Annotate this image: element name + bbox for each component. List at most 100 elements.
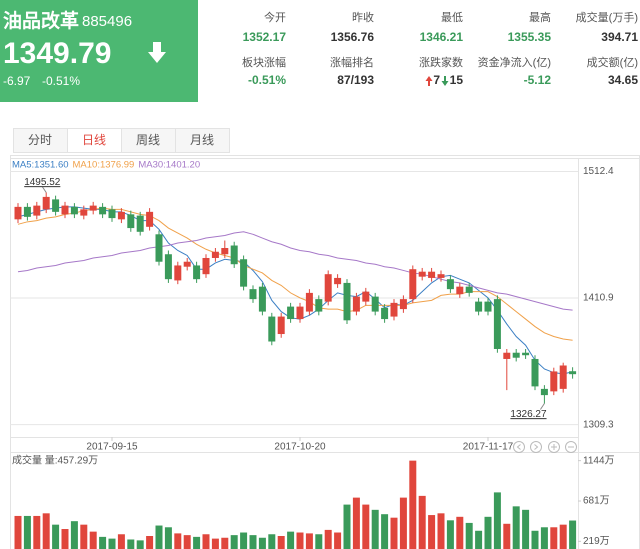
- candle-body: [446, 279, 454, 290]
- low-marker: [539, 403, 545, 410]
- stock-name: 油品改革: [3, 9, 79, 32]
- volume-tick-label: 681万: [583, 496, 610, 507]
- zoom-in[interactable]: [548, 441, 560, 453]
- volume-bar: [174, 533, 182, 549]
- tab-label[interactable]: 分时: [28, 133, 52, 147]
- candle-body: [258, 286, 266, 312]
- volume-bar: [221, 537, 229, 549]
- stat-label: 涨幅排名: [330, 55, 374, 69]
- stat-label: 成交额(亿): [587, 55, 638, 69]
- volume-bar: [70, 521, 78, 549]
- zoom-out[interactable]: [565, 441, 577, 453]
- candle-body: [352, 296, 360, 312]
- candle-body: [52, 199, 60, 212]
- volume-bar: [249, 535, 257, 549]
- stat-value: 394.71: [601, 30, 638, 44]
- candle-body: [437, 274, 445, 278]
- volume-bar: [362, 504, 370, 549]
- candle-body: [80, 209, 88, 216]
- candle-body: [512, 352, 520, 358]
- ma-line: [17, 231, 573, 311]
- candle-body: [503, 352, 511, 359]
- ma-line: [17, 207, 573, 341]
- stat-label: 今开: [264, 10, 286, 24]
- volume-bar: [108, 538, 116, 549]
- candle-body: [211, 251, 219, 258]
- stat-value: -5.12: [524, 73, 552, 87]
- price: 1349.79: [3, 37, 111, 70]
- volume-bar: [193, 536, 201, 549]
- zoom-right[interactable]: [530, 441, 542, 453]
- volume-bar: [437, 513, 445, 549]
- candle-body: [42, 196, 50, 210]
- volume-bar: [428, 515, 436, 549]
- x-tick-label: 2017-09-15: [86, 442, 138, 453]
- volume-bar: [315, 534, 323, 549]
- tab[interactable]: [67, 128, 122, 153]
- candle-body: [399, 299, 407, 310]
- candle-body: [371, 296, 379, 312]
- volume-bar: [146, 536, 154, 549]
- stat-label: 涨跌家数: [419, 55, 463, 69]
- volume-bar: [324, 529, 332, 549]
- candle-body: [287, 306, 295, 320]
- volume-bar: [334, 532, 342, 549]
- candle-body: [23, 206, 31, 217]
- volume-bar: [80, 524, 88, 549]
- zoom-controls[interactable]: [513, 441, 577, 453]
- volume-bar: [89, 531, 97, 549]
- candle-body: [381, 307, 389, 320]
- candle-body: [99, 206, 107, 215]
- tab[interactable]: [13, 128, 68, 153]
- stat-value: 1355.35: [508, 30, 552, 44]
- candle-body: [183, 261, 191, 267]
- stat-label: 昨收: [352, 10, 374, 24]
- zoom-left[interactable]: [513, 441, 525, 453]
- volume-bar: [183, 535, 191, 549]
- volume-bar: [99, 536, 107, 549]
- volume-bar: [352, 497, 360, 549]
- candle-body: [475, 301, 483, 312]
- y-tick-label: 1410.9: [583, 293, 614, 304]
- volume-tick-label: 219万: [583, 536, 610, 547]
- volume-bar: [155, 525, 163, 549]
- tab-label[interactable]: 周线: [136, 133, 160, 147]
- candle-body: [409, 269, 417, 300]
- candle-body: [343, 282, 351, 321]
- volume-bar: [33, 515, 41, 549]
- volume-bar: [14, 515, 22, 549]
- x-tick-label: 2017-10-20: [274, 442, 326, 453]
- stat-value: -0.51%: [248, 73, 286, 87]
- volume-bar: [23, 515, 31, 549]
- tab-label[interactable]: 月线: [190, 133, 214, 147]
- volume-bar: [296, 532, 304, 549]
- volume-bar: [475, 530, 483, 549]
- ma-legend: MA5:1351.60: [12, 160, 69, 171]
- volume-bar: [550, 527, 558, 549]
- tab[interactable]: [121, 128, 176, 153]
- y-tick-label: 1309.3: [583, 419, 614, 430]
- candle-body: [202, 257, 210, 275]
- volume-bar: [42, 513, 50, 549]
- candle-body: [61, 205, 69, 215]
- candle-body: [456, 286, 464, 295]
- x-tick-label: 2017-11-17: [463, 442, 514, 453]
- tab[interactable]: [175, 128, 230, 153]
- volume-bar: [381, 514, 389, 549]
- volume-bar: [230, 535, 238, 549]
- volume-bar: [493, 492, 501, 549]
- candle-body: [117, 211, 125, 220]
- volume-bar: [240, 532, 248, 549]
- candle-body: [550, 371, 558, 392]
- stat-value: 1346.21: [420, 30, 464, 44]
- change-pct: -0.51%: [42, 74, 80, 88]
- candle-body: [240, 259, 248, 287]
- volume-bar: [484, 516, 492, 549]
- volume-bar: [409, 460, 417, 549]
- stat-label: 最高: [529, 10, 551, 24]
- stat-value: 87/193: [337, 73, 374, 87]
- volume-bar: [258, 537, 266, 549]
- tab-label[interactable]: 日线: [82, 133, 106, 147]
- low-annotation: 1326.27: [510, 409, 547, 420]
